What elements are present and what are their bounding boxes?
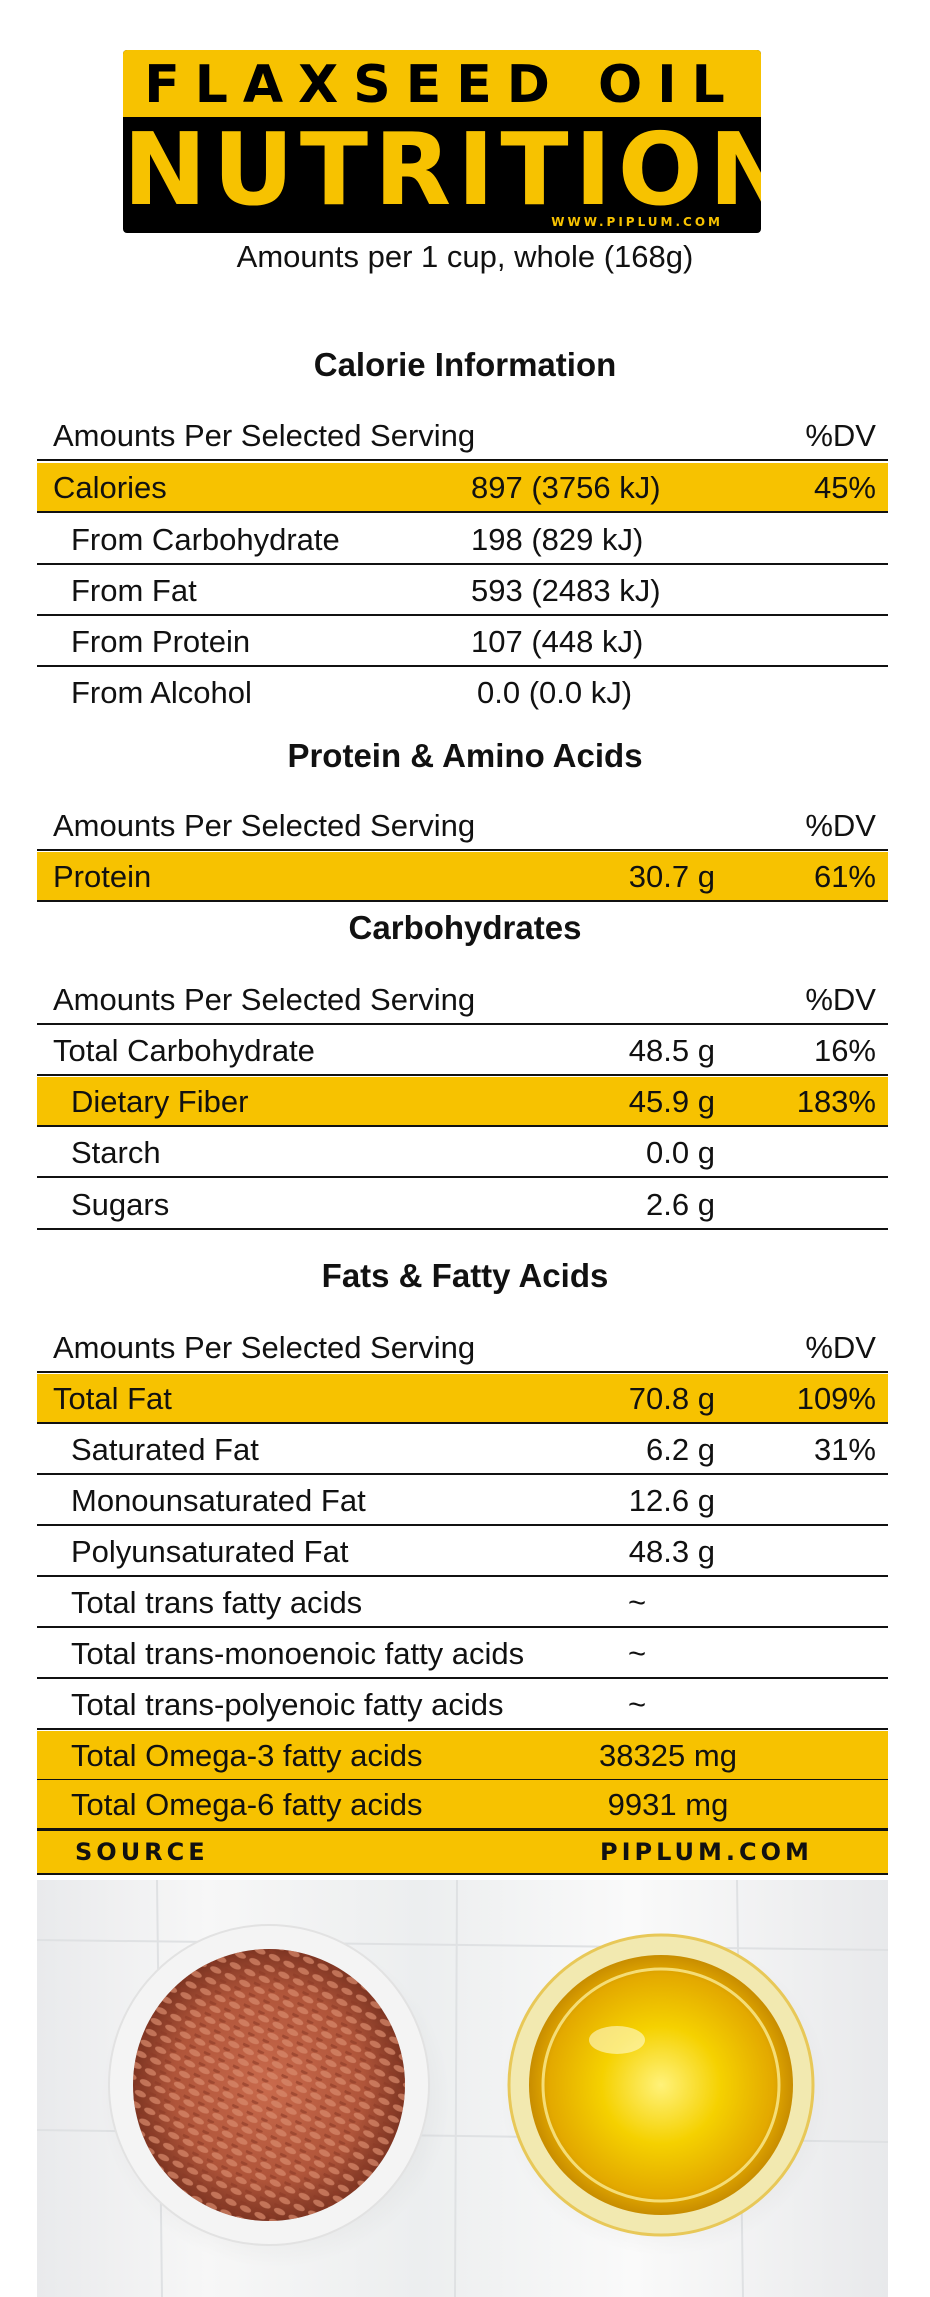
- row-label: Total Fat: [53, 1381, 172, 1416]
- header-label: Amounts Per Selected Serving: [53, 1330, 476, 1365]
- table-row: Total Carbohydrate 48.5 g 16%: [37, 1026, 888, 1076]
- header-label: Amounts Per Selected Serving: [53, 808, 476, 843]
- row-label: Protein: [53, 859, 152, 894]
- source-value: PIPLUM.COM: [600, 1838, 813, 1866]
- row-value: 9931 mg: [607, 1787, 729, 1822]
- row-label: Calories: [53, 470, 167, 505]
- section-title-carbs: Carbohydrates: [348, 909, 582, 946]
- row-dv: 109%: [796, 1381, 876, 1416]
- table-row: From Alcohol 0.0 (0.0 kJ): [37, 668, 888, 718]
- table-row: Total Fat 70.8 g 109%: [37, 1374, 888, 1424]
- row-value: 70.8 g: [628, 1381, 715, 1416]
- row-value: 0.0 g: [646, 1135, 715, 1170]
- row-label: Starch: [71, 1135, 161, 1170]
- row-label: Saturated Fat: [71, 1432, 259, 1467]
- row-value: 593 (2483 kJ): [471, 573, 661, 608]
- photo-illustration: [37, 1880, 888, 2297]
- table-row: Calories 897 (3756 kJ) 45%: [37, 463, 888, 513]
- table-row: Total trans fatty acids ~: [37, 1578, 888, 1628]
- header-dv: %DV: [805, 1330, 876, 1365]
- section-title-fats: Fats & Fatty Acids: [321, 1257, 609, 1294]
- table-row: Protein 30.7 g 61%: [37, 852, 888, 902]
- row-value: 38325 mg: [599, 1738, 737, 1773]
- table-row: Total Omega-3 fatty acids 38325 mg: [37, 1731, 888, 1781]
- row-label: Total Omega-6 fatty acids: [71, 1787, 423, 1822]
- title-line-1: FLAXSEED OIL: [123, 50, 761, 117]
- row-label: From Carbohydrate: [71, 522, 340, 557]
- table-row: Polyunsaturated Fat 48.3 g: [37, 1527, 888, 1577]
- row-label: From Protein: [71, 624, 251, 659]
- header-label: Amounts Per Selected Serving: [53, 982, 476, 1017]
- oil-bowl-image: [500, 1932, 830, 2256]
- row-value: 107 (448 kJ): [471, 624, 644, 659]
- row-dv: 45%: [813, 470, 876, 505]
- table-row: Total trans-monoenoic fatty acids ~: [37, 1629, 888, 1679]
- row-dv: 31%: [813, 1432, 876, 1467]
- table-row: From Carbohydrate 198 (829 kJ): [37, 515, 888, 565]
- row-value: 48.5 g: [628, 1033, 715, 1068]
- row-label: Total trans fatty acids: [71, 1585, 363, 1620]
- row-label: Monounsaturated Fat: [71, 1483, 366, 1518]
- table-header-row: Amounts Per Selected Serving %DV: [37, 1323, 888, 1373]
- row-dv: 16%: [813, 1033, 876, 1068]
- serving-size: Amounts per 1 cup, whole (168g): [236, 239, 694, 274]
- table-header-row: Amounts Per Selected Serving %DV: [37, 411, 888, 461]
- row-dv: 183%: [796, 1084, 876, 1119]
- table-header-row: Amounts Per Selected Serving %DV: [37, 975, 888, 1025]
- source-label: SOURCE: [75, 1838, 209, 1866]
- row-value: 2.6 g: [646, 1187, 715, 1222]
- header-dv: %DV: [805, 982, 876, 1017]
- table-row: From Fat 593 (2483 kJ): [37, 566, 888, 616]
- table-row: Sugars 2.6 g: [37, 1180, 888, 1230]
- row-value: ~: [627, 1636, 647, 1671]
- row-label: From Fat: [71, 573, 197, 608]
- section-title-protein: Protein & Amino Acids: [287, 737, 643, 774]
- header-dv: %DV: [805, 808, 876, 843]
- row-value: 6.2 g: [646, 1432, 715, 1467]
- website-label: WWW.PIPLUM.COM: [551, 215, 723, 229]
- source-row: SOURCE PIPLUM.COM: [37, 1829, 888, 1875]
- product-photo: [37, 1880, 888, 2297]
- section-title-calorie: Calorie Information: [313, 346, 617, 383]
- row-label: Polyunsaturated Fat: [71, 1534, 349, 1569]
- table-row: Dietary Fiber 45.9 g 183%: [37, 1077, 888, 1127]
- table-row: Saturated Fat 6.2 g 31%: [37, 1425, 888, 1475]
- row-value: 897 (3756 kJ): [471, 470, 661, 505]
- row-value: ~: [627, 1585, 647, 1620]
- table-row: Total trans-polyenoic fatty acids ~: [37, 1680, 888, 1730]
- header-dv: %DV: [805, 418, 876, 453]
- row-label: Dietary Fiber: [71, 1084, 249, 1119]
- table-row: Monounsaturated Fat 12.6 g: [37, 1476, 888, 1526]
- title-line-2: NUTRITION: [123, 111, 761, 228]
- row-value: 0.0 (0.0 kJ): [477, 675, 633, 710]
- row-value: ~: [627, 1687, 647, 1722]
- table-header-row: Amounts Per Selected Serving %DV: [37, 801, 888, 851]
- row-value: 12.6 g: [628, 1483, 715, 1518]
- row-dv: 61%: [813, 859, 876, 894]
- row-label: Total Omega-3 fatty acids: [71, 1738, 423, 1773]
- row-label: Total trans-polyenoic fatty acids: [71, 1687, 504, 1722]
- row-label: From Alcohol: [71, 675, 252, 710]
- row-value: 45.9 g: [628, 1084, 715, 1119]
- row-value: 48.3 g: [628, 1534, 715, 1569]
- row-label: Sugars: [71, 1187, 170, 1222]
- row-label: Total Carbohydrate: [53, 1033, 315, 1068]
- table-row: Starch 0.0 g: [37, 1128, 888, 1178]
- row-label: Total trans-monoenoic fatty acids: [71, 1636, 525, 1671]
- row-value: 30.7 g: [628, 859, 715, 894]
- table-row: From Protein 107 (448 kJ): [37, 617, 888, 667]
- flaxseed-bowl-image: [100, 1924, 450, 2268]
- header-label: Amounts Per Selected Serving: [53, 418, 476, 453]
- title-banner: FLAXSEED OIL NUTRITION WWW.PIPLUM.COM: [123, 50, 761, 233]
- table-row: Total Omega-6 fatty acids 9931 mg: [37, 1780, 888, 1830]
- row-value: 198 (829 kJ): [471, 522, 644, 557]
